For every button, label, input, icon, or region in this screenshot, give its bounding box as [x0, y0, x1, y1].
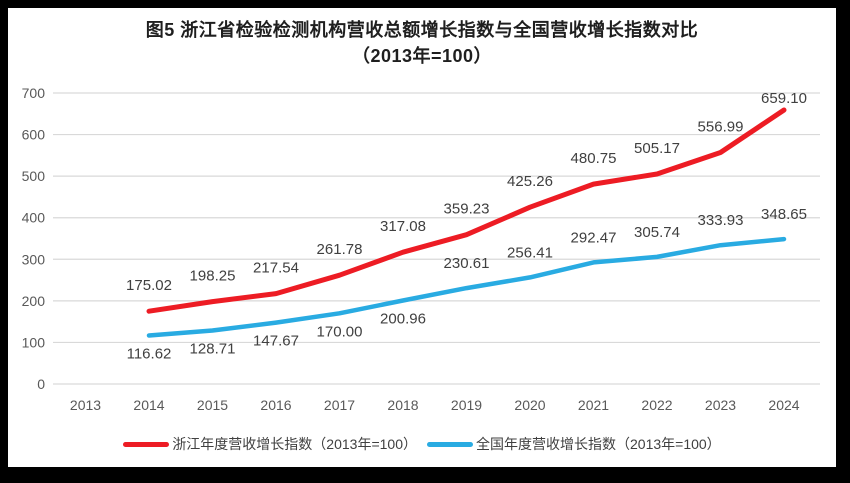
chart-card: 0 100 200 300 400 500 600 700 2013 2014 2015 2016 20… — [8, 8, 836, 467]
x-axis-tick-label: 2018 — [387, 397, 418, 413]
data-label: 200.96 — [380, 311, 426, 328]
data-label: 230.61 — [444, 255, 490, 272]
national-line-swatch-icon — [427, 441, 473, 447]
y-axis-tick-label: 400 — [22, 210, 46, 226]
data-label: 175.02 — [126, 277, 172, 294]
data-label: 305.74 — [634, 224, 680, 241]
data-label: 198.25 — [190, 268, 236, 285]
y-axis-tick-label: 500 — [22, 168, 46, 184]
y-axis-tick-label: 300 — [22, 251, 46, 267]
x-axis-tick-label: 2020 — [514, 397, 545, 413]
national-series-line — [146, 236, 787, 338]
legend-item-national: 全国年度营收增长指数（2013年=100） — [427, 434, 721, 454]
data-label: 116.62 — [127, 346, 172, 363]
data-label: 359.23 — [444, 201, 490, 218]
data-label: 256.41 — [507, 244, 553, 261]
legend: 浙江年度营收增长指数（2013年=100） 全国年度营收增长指数（2013年=1… — [8, 432, 836, 456]
x-axis-tick-label: 2023 — [705, 397, 736, 413]
data-label: 556.99 — [698, 119, 744, 136]
y-axis-tick-label: 200 — [22, 293, 46, 309]
x-axis-tick-label: 2024 — [768, 397, 799, 413]
y-axis-tick-label: 700 — [22, 85, 46, 101]
y-axis-tick-label: 0 — [37, 376, 45, 392]
x-axis-tick-label: 2017 — [324, 397, 355, 413]
x-axis-tick-label: 2022 — [641, 397, 672, 413]
x-axis-tick-label: 2013 — [70, 397, 101, 413]
data-label: 170.00 — [317, 323, 363, 340]
chart-title: 图5 浙江省检验检测机构营收总额增长指数与全国营收增长指数对比 （2013年=1… — [8, 8, 836, 69]
legend-label-national: 全国年度营收增长指数（2013年=100） — [476, 436, 721, 452]
plot-area: 0 100 200 300 400 500 600 700 2013 2014 2015 2016 20… — [22, 85, 820, 413]
data-label: 261.78 — [317, 241, 363, 258]
legend-label-zhejiang: 浙江年度营收增长指数（2013年=100） — [172, 436, 417, 452]
data-label: 505.17 — [634, 140, 680, 157]
y-axis-tick-label: 600 — [22, 127, 46, 143]
legend-item-zhejiang: 浙江年度营收增长指数（2013年=100） — [123, 434, 417, 454]
zhejiang-series-line — [146, 107, 787, 314]
x-axis-tick-label: 2019 — [451, 397, 482, 413]
data-label: 147.67 — [253, 333, 299, 350]
data-label: 292.47 — [571, 229, 617, 246]
zhejiang-line-swatch-icon — [123, 441, 170, 447]
x-axis-tick-label: 2014 — [133, 397, 164, 413]
data-label: 217.54 — [253, 260, 299, 277]
x-axis-tick-label: 2021 — [578, 397, 609, 413]
data-label: 659.10 — [761, 90, 807, 107]
chart-title-line2: （2013年=100） — [351, 46, 493, 66]
chart-title-line1: 图5 浙江省检验检测机构营收总额增长指数与全国营收增长指数对比 — [145, 20, 699, 40]
x-axis-tick-label: 2015 — [197, 397, 228, 413]
data-label: 317.08 — [380, 218, 426, 235]
x-axis-tick-label: 2016 — [260, 397, 291, 413]
data-label: 348.65 — [761, 206, 807, 223]
y-axis-tick-label: 100 — [22, 334, 46, 350]
data-label: 128.71 — [190, 341, 236, 358]
data-label: 425.26 — [507, 173, 553, 190]
data-label: 333.93 — [698, 212, 744, 229]
data-label: 480.75 — [571, 150, 617, 167]
